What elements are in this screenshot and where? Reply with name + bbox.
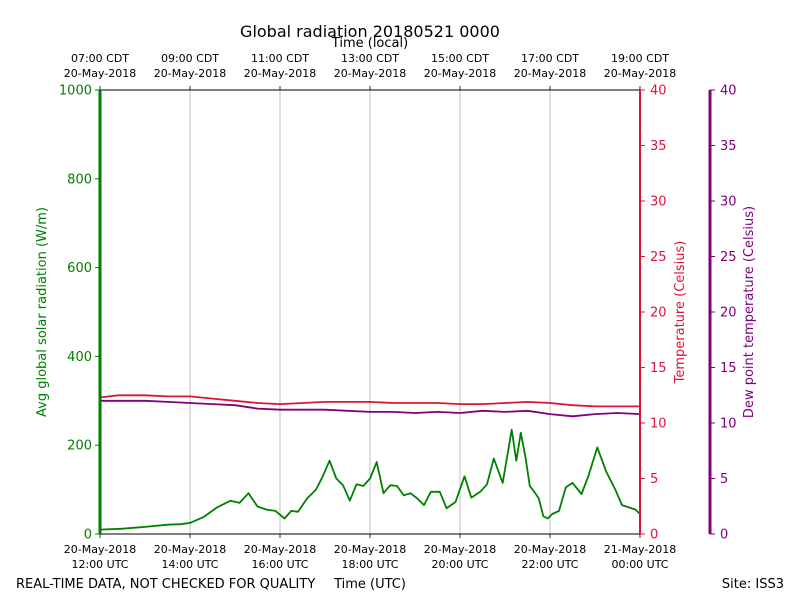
x-tick-time: 16:00 UTC: [251, 558, 308, 571]
far-right-tick-label: 30: [720, 195, 737, 210]
x-tick-time: 14:00 UTC: [161, 558, 218, 571]
top-tick-date: 20-May-2018: [604, 67, 676, 80]
top-tick-time: 07:00 CDT: [71, 52, 129, 65]
chart-title: Global radiation 20180521 0000: [240, 22, 500, 41]
x-tick-time: 22:00 UTC: [521, 558, 578, 571]
x-axis-label: Time (UTC): [333, 577, 406, 592]
top-axis-label: Time (local): [331, 36, 408, 51]
right-tick-label: 10: [650, 417, 667, 432]
series-line-right: [99, 394, 640, 408]
far-right-tick-label: 35: [720, 139, 737, 154]
left-axis-label: Avg global solar radiation (W/m): [35, 207, 50, 417]
x-tick-date: 20-May-2018: [154, 543, 226, 556]
left-tick-label: 0: [84, 528, 92, 543]
plot-frame: [98, 89, 712, 535]
top-tick-time: 19:00 CDT: [611, 52, 669, 65]
gridlines: [189, 90, 551, 534]
left-tick-label: 400: [67, 350, 92, 365]
x-tick-date: 20-May-2018: [244, 543, 316, 556]
top-tick-date: 20-May-2018: [514, 67, 586, 80]
top-tick-time: 17:00 CDT: [521, 52, 579, 65]
x-tick-date: 20-May-2018: [424, 543, 496, 556]
x-tick-time: 12:00 UTC: [71, 558, 128, 571]
right-tick-label: 25: [650, 250, 667, 265]
x-tick-time: 18:00 UTC: [341, 558, 398, 571]
right-tick-label: 15: [650, 361, 667, 376]
far-right-tick-label: 5: [720, 472, 728, 487]
x-tick-date: 21-May-2018: [604, 543, 676, 556]
x-tick-date: 20-May-2018: [64, 543, 136, 556]
far-right-tick-label: 0: [720, 528, 728, 543]
x-tick-date: 20-May-2018: [334, 543, 406, 556]
top-tick-date: 20-May-2018: [334, 67, 406, 80]
top-tick-date: 20-May-2018: [244, 67, 316, 80]
right-tick-label: 0: [650, 528, 658, 543]
right-axis-label: Temperature (Celsius): [673, 241, 688, 385]
far-right-tick-label: 25: [720, 250, 737, 265]
far-right-tick-label: 20: [720, 306, 737, 321]
top-tick-time: 11:00 CDT: [251, 52, 309, 65]
right-tick-label: 30: [650, 195, 667, 210]
top-tick-date: 20-May-2018: [424, 67, 496, 80]
x-tick-time: 20:00 UTC: [431, 558, 488, 571]
left-tick-label: 200: [67, 439, 92, 454]
far-right-tick-label: 10: [720, 417, 737, 432]
far-right-axis-label: Dew point temperature (Celsius): [742, 206, 757, 418]
left-tick-label: 800: [67, 172, 92, 187]
right-tick-label: 35: [650, 139, 667, 154]
top-tick-time: 09:00 CDT: [161, 52, 219, 65]
top-tick-time: 15:00 CDT: [431, 52, 489, 65]
far-right-tick-label: 40: [720, 84, 737, 99]
quality-notice: REAL-TIME DATA, NOT CHECKED FOR QUALITY: [16, 577, 315, 592]
x-tick-time: 00:00 UTC: [611, 558, 668, 571]
series-line-left: [99, 428, 641, 531]
series-lines: [99, 394, 641, 531]
axis-ticks: 20-May-2018 12:00 UTC 07:00 CDT 20-May-2018…: [59, 52, 737, 571]
top-tick-date: 20-May-2018: [64, 67, 136, 80]
far-right-tick-label: 15: [720, 361, 737, 376]
left-tick-label: 1000: [59, 84, 92, 99]
right-tick-label: 40: [650, 84, 667, 99]
right-tick-label: 20: [650, 306, 667, 321]
top-tick-time: 13:00 CDT: [341, 52, 399, 65]
site-label: Site: ISS3: [722, 577, 784, 592]
series-line-far_right: [100, 399, 641, 418]
x-tick-date: 20-May-2018: [514, 543, 586, 556]
right-tick-label: 5: [650, 472, 658, 487]
left-tick-label: 600: [67, 261, 92, 276]
top-tick-date: 20-May-2018: [154, 67, 226, 80]
